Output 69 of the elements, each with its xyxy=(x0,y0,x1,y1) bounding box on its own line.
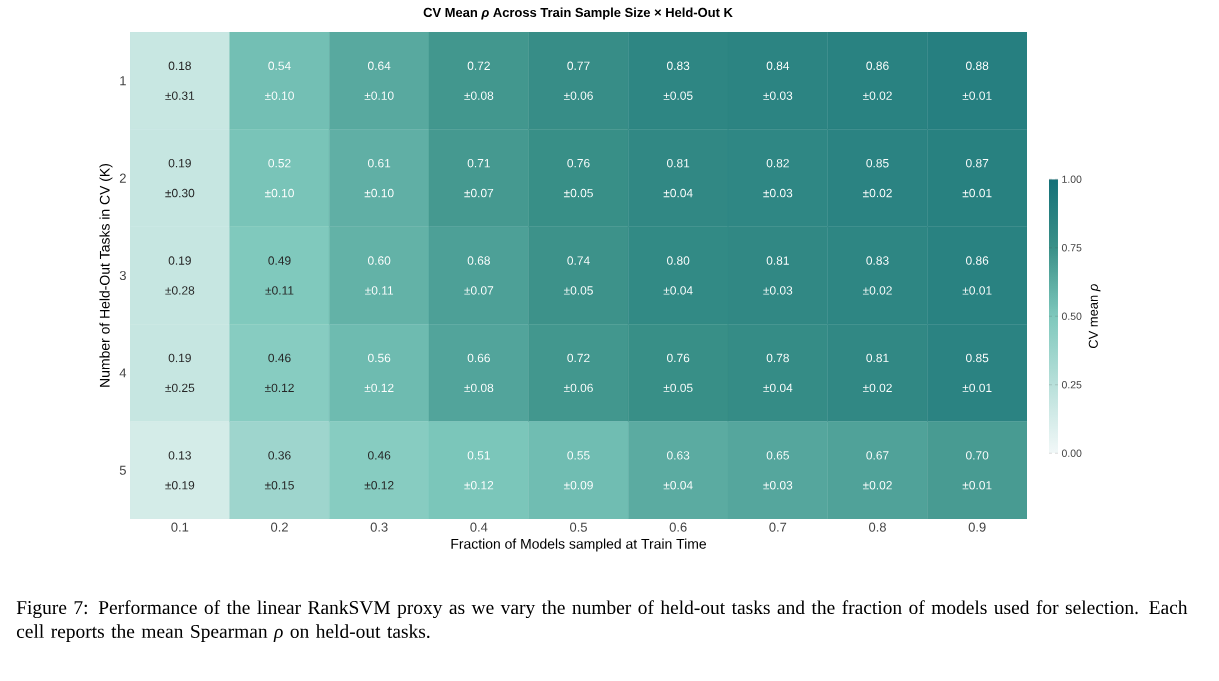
x-tick-label: 0.7 xyxy=(769,522,787,532)
text: 0.83 ±0.05 xyxy=(663,61,693,100)
caption: Figure 7: Performance of the linear RankSVM proxy as we vary the number of held-out tasks and the fraction of models used for selection. Each cell reports the mean Spearman ρ on held-out tasks. xyxy=(16,600,1188,642)
color-bar-label: 0.75 xyxy=(1061,244,1082,252)
x-tick-label: 0.3 xyxy=(370,522,388,532)
text: 0.83 ±0.02 xyxy=(862,256,892,295)
x-tick-label: 0.5 xyxy=(570,522,587,532)
text: 0.19 ±0.30 xyxy=(165,158,195,198)
text: 0.67 ±0.02 xyxy=(862,451,892,490)
text: 0.63 ±0.04 xyxy=(663,451,693,490)
text: 0.76 ±0.05 xyxy=(563,158,593,198)
y-tick-label: 1 xyxy=(120,76,126,86)
text: 0.86 ±0.01 xyxy=(962,256,992,295)
color-bar-label: 0.50 xyxy=(1061,312,1082,320)
x-tick-label: 0.2 xyxy=(271,522,288,532)
color-bar-label: 0.25 xyxy=(1061,381,1082,389)
text: 0.68 ±0.07 xyxy=(464,256,494,295)
text: 0.66 ±0.08 xyxy=(464,353,494,393)
text: 0.87 ±0.01 xyxy=(962,158,992,198)
text: 0.46 ±0.12 xyxy=(364,451,394,490)
text: 0.55 ±0.09 xyxy=(563,451,593,490)
text: 0.84 ±0.03 xyxy=(763,61,793,100)
text: 0.85 ±0.02 xyxy=(862,158,892,198)
text: 0.70 ±0.01 xyxy=(962,451,992,490)
text: 0.65 ±0.03 xyxy=(763,451,793,490)
text: 0.19 ±0.25 xyxy=(165,353,195,393)
text: 0.56 ±0.12 xyxy=(364,353,394,393)
y-tick-label: 5 xyxy=(119,465,126,475)
color-bar-label: 0.00 xyxy=(1061,449,1082,457)
text: 0.54 ±0.10 xyxy=(264,61,294,100)
text: 0.85 ±0.01 xyxy=(962,353,992,393)
y-tick-label: 3 xyxy=(119,270,126,281)
text: 0.86 ±0.02 xyxy=(862,61,892,100)
chart-title: CV Mean ρ Across Train Sample Size × Held-Out K xyxy=(423,7,733,20)
text: 0.49 ±0.11 xyxy=(265,256,294,295)
text: 0.72 ±0.08 xyxy=(464,61,494,100)
text: 0.19 ±0.28 xyxy=(165,256,195,295)
text: 0.46 ±0.12 xyxy=(264,353,294,393)
text: 0.81 ±0.03 xyxy=(763,256,793,295)
text: 0.74 ±0.05 xyxy=(563,256,593,295)
text: 0.82 ±0.03 xyxy=(763,158,793,198)
text: 0.81 ±0.04 xyxy=(663,158,693,198)
text: 0.80 ±0.04 xyxy=(663,256,693,295)
x-tick-label: 0.9 xyxy=(968,522,986,532)
color-bar-label: 1.00 xyxy=(1062,175,1082,183)
text: 0.18 ±0.31 xyxy=(165,61,195,100)
x-tick-label: 0.4 xyxy=(470,522,488,532)
text: 0.88 ±0.01 xyxy=(962,61,992,100)
x-axis-title: Fraction of Models sampled at Train Time xyxy=(451,538,707,552)
color-bar-title: CV mean ρ xyxy=(1088,284,1101,349)
y-axis-title: Number of Held-Out Tasks in CV (K) xyxy=(99,164,113,387)
x-tick-label: 0.8 xyxy=(869,522,886,532)
text: 0.36 ±0.15 xyxy=(264,451,294,490)
text: 0.13 ±0.19 xyxy=(165,451,195,490)
text: 0.52 ±0.10 xyxy=(264,158,294,198)
text: 0.51 ±0.12 xyxy=(464,451,494,490)
text: 0.60 ±0.11 xyxy=(365,256,394,295)
x-tick-label: 0.6 xyxy=(669,522,687,532)
text: 0.71 ±0.07 xyxy=(464,158,494,198)
y-tick-label: 2 xyxy=(119,173,126,183)
y-tick-label: 4 xyxy=(119,368,127,378)
x-tick-label: 0.1 xyxy=(171,522,189,532)
text: 0.64 ±0.10 xyxy=(364,61,394,100)
text: 0.61 ±0.10 xyxy=(364,158,394,198)
text: 0.76 ±0.05 xyxy=(663,353,693,393)
text: 0.72 ±0.06 xyxy=(563,353,593,393)
text: 0.81 ±0.02 xyxy=(862,353,892,393)
text: 0.77 ±0.06 xyxy=(563,61,593,100)
text: 0.78 ±0.04 xyxy=(763,353,793,393)
